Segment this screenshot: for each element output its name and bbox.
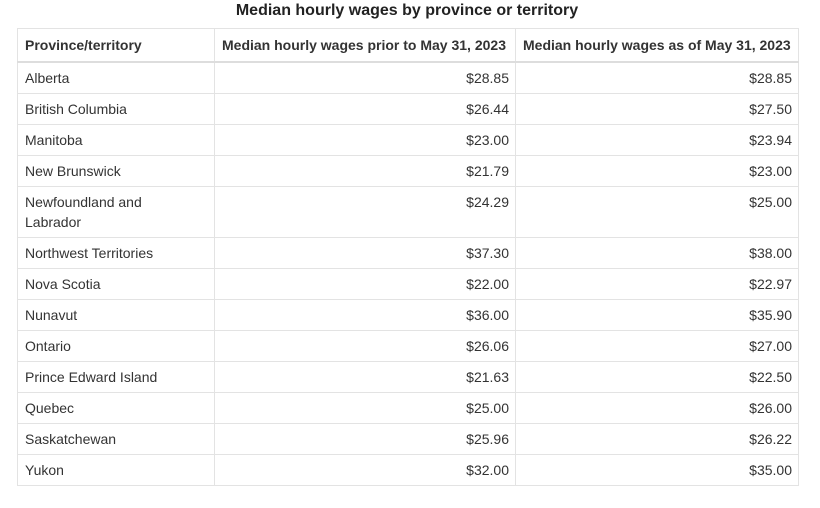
wage-cell: $28.85 — [214, 61, 516, 94]
column-header: Median hourly wages prior to May 31, 202… — [214, 28, 516, 63]
table-row: British Columbia $26.44 $27.50 — [17, 93, 799, 125]
wage-cell: $37.30 — [214, 237, 516, 269]
province-cell: Manitoba — [17, 124, 215, 156]
wage-cell: $27.00 — [515, 330, 799, 362]
table-row: Alberta $28.85 $28.85 — [17, 61, 799, 94]
table-row: Yukon $32.00 $35.00 — [17, 454, 799, 486]
wage-cell: $26.44 — [214, 93, 516, 125]
table-row: Prince Edward Island $21.63 $22.50 — [17, 361, 799, 393]
province-cell: Nunavut — [17, 299, 215, 331]
table-body: Alberta $28.85 $28.85 British Columbia $26.4… — [17, 61, 799, 486]
table-row: Newfoundland and Labrador $24.29 $25.00 — [17, 186, 799, 238]
province-cell: Nova Scotia — [17, 268, 215, 300]
wage-cell: $23.00 — [515, 155, 799, 187]
wage-cell: $24.29 — [214, 186, 516, 238]
wage-cell: $23.94 — [515, 124, 799, 156]
wage-cell: $36.00 — [214, 299, 516, 331]
province-cell: British Columbia — [17, 93, 215, 125]
wage-cell: $22.50 — [515, 361, 799, 393]
province-cell: New Brunswick — [17, 155, 215, 187]
header-row: Province/territory Median hourly wages pr… — [17, 28, 799, 63]
column-header: Median hourly wages as of May 31, 2023 — [515, 28, 799, 63]
wage-cell: $25.00 — [214, 392, 516, 424]
wage-cell: $32.00 — [214, 454, 516, 486]
wage-cell: $35.90 — [515, 299, 799, 331]
province-cell: Northwest Territories — [17, 237, 215, 269]
column-header: Province/territory — [17, 28, 215, 63]
wage-cell: $28.85 — [515, 61, 799, 94]
wage-cell: $22.00 — [214, 268, 516, 300]
province-cell: Yukon — [17, 454, 215, 486]
province-cell: Ontario — [17, 330, 215, 362]
wage-cell: $21.63 — [214, 361, 516, 393]
wage-cell: $25.00 — [515, 186, 799, 238]
wage-cell: $26.06 — [214, 330, 516, 362]
table-row: Nova Scotia $22.00 $22.97 — [17, 268, 799, 300]
wage-cell: $23.00 — [214, 124, 516, 156]
wage-cell: $35.00 — [515, 454, 799, 486]
wage-cell: $26.22 — [515, 423, 799, 455]
table-row: Saskatchewan $25.96 $26.22 — [17, 423, 799, 455]
wage-cell: $27.50 — [515, 93, 799, 125]
table-row: New Brunswick $21.79 $23.00 — [17, 155, 799, 187]
table-row: Quebec $25.00 $26.00 — [17, 392, 799, 424]
wage-cell: $26.00 — [515, 392, 799, 424]
table-title: Median hourly wages by province or terri… — [235, 2, 579, 19]
wage-cell: $22.97 — [515, 268, 799, 300]
wage-table: Province/territory Median hourly wages pr… — [17, 28, 799, 486]
wage-cell: $38.00 — [515, 237, 799, 269]
table-row: Nunavut $36.00 $35.90 — [17, 299, 799, 331]
table-row: Manitoba $23.00 $23.94 — [17, 124, 799, 156]
table-row: Northwest Territories $37.30 $38.00 — [17, 237, 799, 269]
province-cell: Alberta — [17, 61, 215, 94]
wage-cell: $21.79 — [214, 155, 516, 187]
province-cell: Quebec — [17, 392, 215, 424]
table-row: Ontario $26.06 $27.00 — [17, 330, 799, 362]
province-cell: Prince Edward Island — [17, 361, 215, 393]
wage-cell: $25.96 — [214, 423, 516, 455]
province-cell: Saskatchewan — [17, 423, 215, 455]
province-cell: Newfoundland and Labrador — [17, 186, 215, 238]
